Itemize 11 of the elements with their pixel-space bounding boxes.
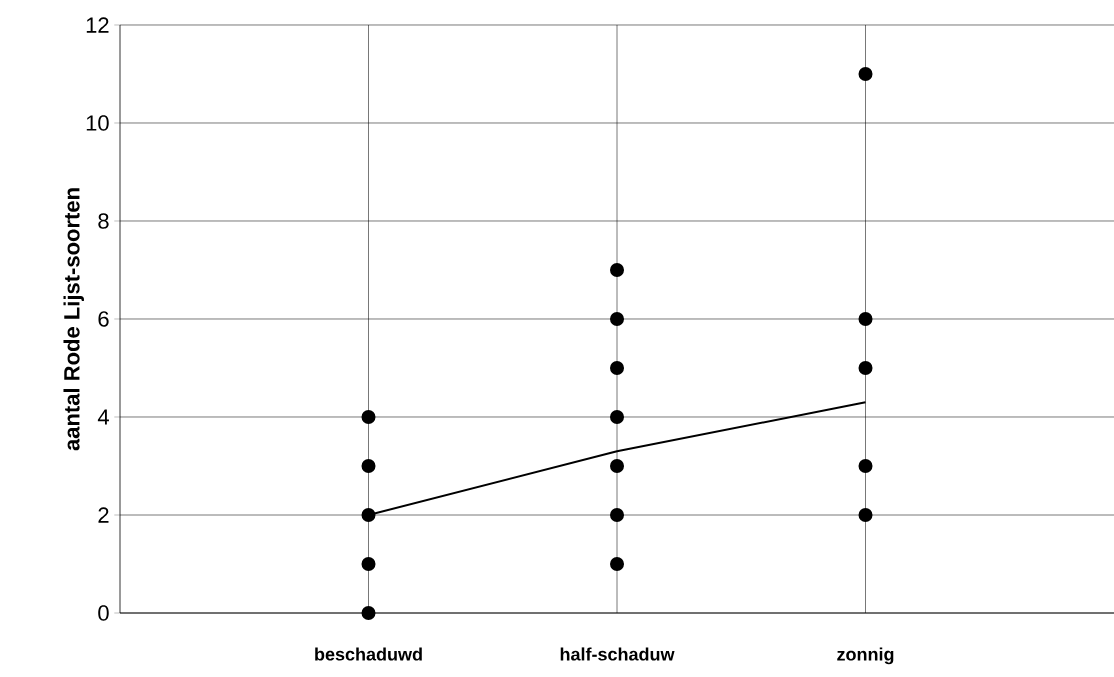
y-tick-label: 2 xyxy=(98,507,109,523)
y-tick-label: 0 xyxy=(98,605,109,621)
x-tick-label: half-schaduw xyxy=(560,647,675,661)
x-tick-label: beschaduwd xyxy=(315,647,422,661)
y-tick-label: 4 xyxy=(97,409,109,425)
y-tick-label: 8 xyxy=(98,213,109,229)
y-axis-title: aantal Rode Lijst-soorten xyxy=(63,188,84,451)
y-tick-label: 12 xyxy=(86,17,109,33)
x-tick-label: zonnig xyxy=(837,647,894,665)
y-tick-label: 6 xyxy=(98,311,109,327)
y-tick-label: 10 xyxy=(86,115,109,131)
